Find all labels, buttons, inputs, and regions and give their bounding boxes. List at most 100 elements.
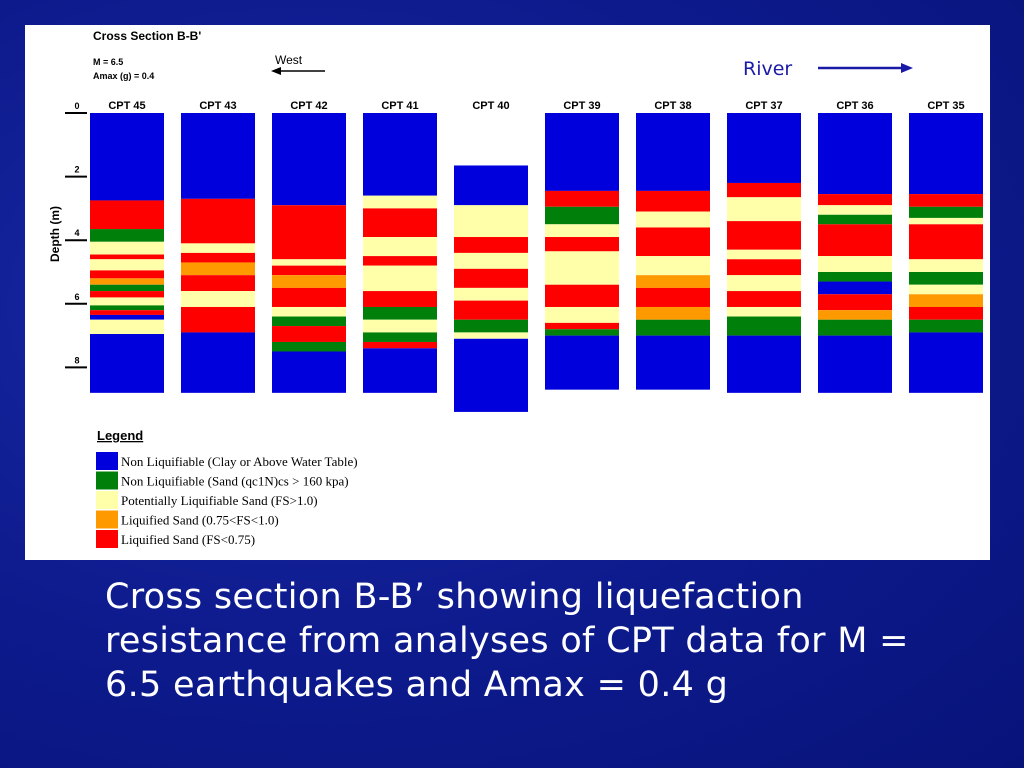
soil-layer [909,294,983,307]
cpt-columns: CPT 45 CPT 43 CPT 42 CPT 41 CPT 40 CPT 39 CPT … [90,100,983,412]
west-arrow-icon [271,67,325,75]
legend-swatch [96,510,118,529]
soil-layer [636,211,710,228]
soil-layer [181,332,255,393]
soil-layer [363,208,437,238]
soil-layer [545,329,619,336]
soil-layer [636,275,710,288]
soil-layer [272,259,346,266]
legend-swatch [96,452,118,470]
soil-layer [90,270,164,279]
soil-layer [909,206,983,218]
soil-layer [909,113,983,195]
y-axis-label: Depth (m) [48,206,62,262]
soil-layer [181,291,255,307]
soil-layer [636,256,710,276]
soil-layer [454,300,528,320]
soil-layer [363,195,437,209]
river-arrow-icon [818,63,913,73]
legend-label: Non Liquifiable (Sand (qc1N)cs > 160 kpa… [121,474,349,489]
soil-layer [545,251,619,285]
soil-layer [90,229,164,242]
soil-layer [818,310,892,320]
soil-layer [909,332,983,393]
soil-layer [363,348,437,393]
soil-layer [636,306,710,320]
legend-swatch [96,491,118,509]
soil-layer [90,310,164,315]
soil-layer [272,316,346,327]
cpt-column: CPT 39 [545,100,619,390]
soil-layer [545,306,619,323]
soil-layer [454,338,528,412]
legend-title: Legend [97,428,143,443]
cpt-column-label: CPT 35 [927,100,964,112]
y-tick-label: 0 [74,101,79,111]
soil-layer [272,287,346,307]
soil-layer [90,254,164,260]
cpt-column: CPT 43 [181,100,255,393]
soil-layer [363,256,437,266]
soil-layer [363,113,437,196]
cpt-column-label: CPT 45 [108,100,145,112]
soil-layer [909,194,983,207]
cpt-column-label: CPT 42 [290,100,327,112]
soil-layer [818,272,892,282]
soil-layer [363,291,437,307]
soil-layer [272,351,346,393]
soil-layer [818,281,892,295]
soil-layer [727,275,801,292]
cpt-column-label: CPT 43 [199,100,236,112]
cpt-column: CPT 38 [636,100,710,390]
soil-layer [90,334,164,393]
soil-layer [545,113,619,191]
soil-layer [636,227,710,257]
cpt-column-label: CPT 36 [836,100,873,112]
soil-layer [636,287,710,307]
soil-layer [545,206,619,225]
y-tick-label: 6 [74,292,79,302]
soil-layer [727,182,801,198]
soil-layer [90,113,164,201]
soil-layer [545,224,619,238]
soil-layer [454,268,528,288]
soil-layer [727,221,801,250]
param-magnitude: M = 6.5 [93,57,123,67]
soil-layer [363,319,437,333]
cpt-column: CPT 41 [363,100,437,393]
cpt-column-label: CPT 39 [563,100,600,112]
soil-layer [272,113,346,206]
y-tick-label: 2 [74,165,79,175]
cpt-column: CPT 40 [454,100,528,412]
soil-layer [90,200,164,230]
soil-layer [454,237,528,253]
soil-layer [909,319,983,333]
soil-layer [272,306,346,317]
soil-layer [818,113,892,195]
soil-layer [818,319,892,336]
soil-layer [454,287,528,301]
soil-layer [636,190,710,212]
soil-layer [909,306,983,320]
legend-label: Non Liquifiable (Clay or Above Water Tab… [121,454,358,469]
soil-layer [363,265,437,292]
soil-layer [727,291,801,307]
soil-layer [727,306,801,317]
soil-layer [636,335,710,390]
soil-layer [90,284,164,292]
soil-layer [818,205,892,215]
soil-layer [454,252,528,269]
legend: Legend Non Liquifiable (Clay or Above Wa… [96,428,358,548]
soil-layer [90,319,164,335]
soil-layer [727,197,801,222]
soil-layer [909,284,983,295]
legend-swatch [96,471,118,490]
soil-layer [363,332,437,342]
soil-layer [909,272,983,285]
soil-layer [545,190,619,207]
soil-layer [818,256,892,272]
direction-label: West [275,53,303,67]
soil-layer [545,284,619,307]
soil-layer [181,262,255,276]
soil-layer [454,319,528,333]
